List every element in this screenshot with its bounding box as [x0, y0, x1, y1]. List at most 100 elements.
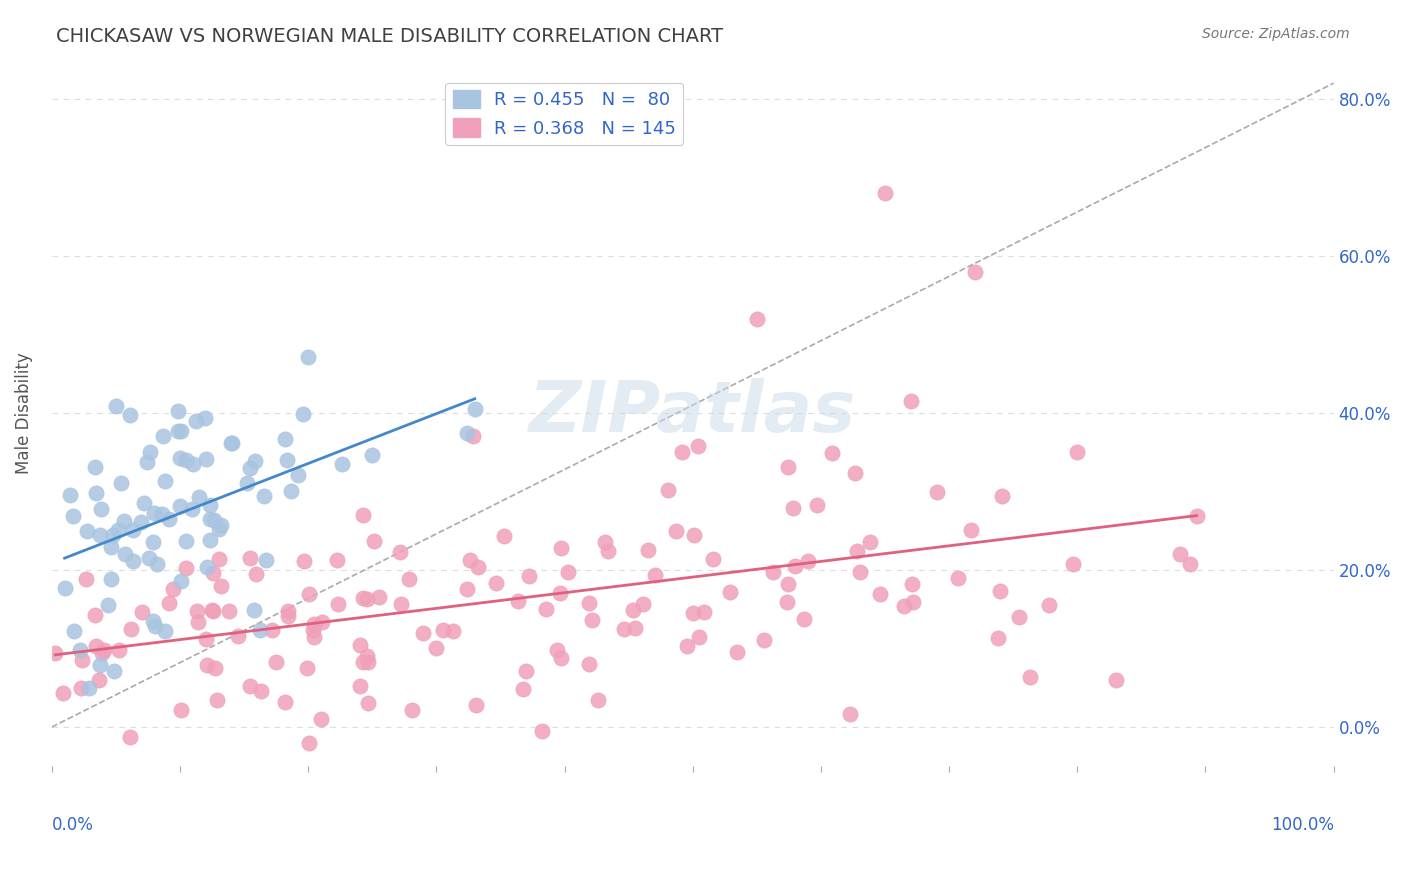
Point: [785, 559, 807, 574]
Point: [152, 428, 174, 442]
Point: [613, 622, 636, 636]
Point: [70, 653, 93, 667]
Point: [166, 404, 188, 418]
Point: [295, 661, 318, 675]
Point: [401, 702, 423, 716]
Point: [302, 617, 325, 632]
Point: [205, 693, 228, 707]
Point: [114, 548, 136, 562]
Point: [93, 643, 115, 657]
Point: [657, 483, 679, 497]
Point: [150, 507, 173, 521]
Point: [762, 565, 785, 579]
Point: [276, 452, 298, 467]
Point: [492, 529, 515, 543]
Point: [578, 657, 600, 671]
Point: [132, 496, 155, 510]
Point: [209, 579, 232, 593]
Point: [121, 554, 143, 568]
Point: [360, 448, 382, 462]
Point: [948, 571, 970, 585]
Point: [456, 582, 478, 596]
Point: [688, 631, 710, 645]
Point: [75, 572, 97, 586]
Point: [461, 428, 484, 442]
Point: [70, 681, 93, 695]
Point: [578, 596, 600, 610]
Point: [900, 394, 922, 409]
Point: [546, 643, 568, 657]
Point: [131, 605, 153, 619]
Point: [398, 572, 420, 586]
Point: [208, 551, 231, 566]
Point: [112, 514, 135, 528]
Point: [782, 501, 804, 516]
Point: [550, 651, 572, 665]
Point: [506, 594, 529, 608]
Point: [624, 621, 647, 635]
Point: [557, 566, 579, 580]
Point: [249, 623, 271, 637]
Point: [280, 483, 302, 498]
Point: [89, 658, 111, 673]
Point: [1185, 508, 1208, 523]
Point: [201, 602, 224, 616]
Point: [143, 506, 166, 520]
Point: [846, 544, 869, 558]
Point: [107, 643, 129, 657]
Point: [91, 646, 114, 660]
Point: [849, 565, 872, 579]
Point: [200, 499, 222, 513]
Text: 0.0%: 0.0%: [52, 816, 94, 834]
Point: [287, 467, 309, 482]
Point: [174, 534, 197, 549]
Point: [776, 595, 799, 609]
Point: [44, 646, 66, 660]
Point: [250, 683, 273, 698]
Point: [349, 638, 371, 652]
Point: [62, 509, 84, 524]
Point: [138, 551, 160, 566]
Point: [120, 623, 142, 637]
Point: [389, 597, 412, 611]
Point: [79, 681, 101, 695]
Point: [593, 535, 616, 549]
Point: [631, 597, 654, 611]
Point: [142, 535, 165, 549]
Point: [155, 624, 177, 638]
Point: [63, 624, 86, 638]
Point: [145, 558, 167, 572]
Point: [87, 673, 110, 688]
Point: [745, 311, 768, 326]
Point: [253, 489, 276, 503]
Point: [195, 658, 218, 673]
Point: [683, 527, 706, 541]
Point: [202, 604, 225, 618]
Point: [1066, 445, 1088, 459]
Point: [298, 736, 321, 750]
Point: [86, 485, 108, 500]
Point: [297, 350, 319, 364]
Point: [458, 553, 481, 567]
Point: [821, 445, 844, 459]
Point: [456, 426, 478, 441]
Point: [170, 424, 193, 438]
Point: [356, 592, 378, 607]
Point: [195, 451, 218, 466]
Text: Source: ZipAtlas.com: Source: ZipAtlas.com: [1202, 27, 1350, 41]
Point: [901, 576, 924, 591]
Point: [162, 582, 184, 596]
Point: [718, 585, 741, 599]
Point: [143, 619, 166, 633]
Point: [239, 461, 262, 475]
Point: [174, 453, 197, 467]
Text: 100.0%: 100.0%: [1271, 816, 1334, 834]
Point: [90, 501, 112, 516]
Point: [167, 425, 190, 439]
Point: [186, 604, 208, 618]
Point: [671, 445, 693, 459]
Point: [122, 524, 145, 538]
Point: [169, 450, 191, 465]
Point: [693, 605, 716, 619]
Point: [101, 527, 124, 541]
